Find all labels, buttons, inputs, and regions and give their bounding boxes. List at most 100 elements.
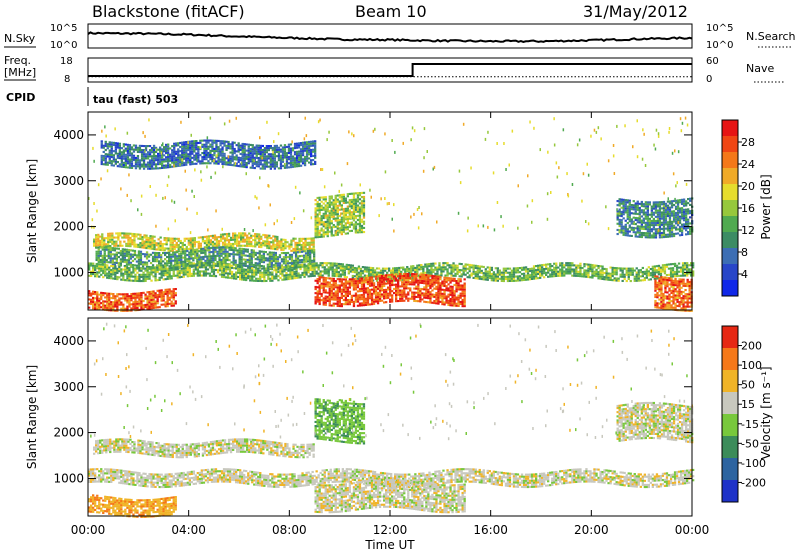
scatter-cell (687, 306, 689, 308)
scatter-cell (405, 273, 407, 275)
scatter-cell (379, 285, 381, 287)
scatter-cell (363, 290, 365, 292)
scatter-cell (136, 280, 138, 282)
scatter-cell (455, 297, 457, 299)
scatter-cell (672, 300, 674, 302)
scatter-cell (309, 250, 311, 252)
scatter-cell (323, 236, 325, 238)
scatter-cell (509, 276, 511, 278)
scatter-cell (114, 278, 116, 280)
scatter-cell (349, 230, 351, 232)
scatter-cell (441, 303, 443, 305)
scatter-cell (441, 297, 443, 299)
scatter-cell (437, 276, 439, 278)
scatter-cell (549, 267, 551, 269)
scatter-cell (118, 268, 120, 270)
scatter-cell (98, 263, 100, 265)
scatter-cell (672, 269, 674, 271)
scatter-cell (171, 294, 173, 296)
scatter-cell (126, 299, 128, 301)
scatter-cell (358, 272, 360, 274)
scatter-cell (449, 300, 451, 302)
scatter-cell (397, 275, 399, 277)
scatter-cell (122, 273, 124, 275)
scatter-cell (96, 300, 98, 302)
scatter-cell (321, 228, 323, 230)
scatter-cell (122, 250, 124, 252)
scatter-cell (120, 272, 122, 274)
scatter-cell (415, 296, 417, 298)
scatter-cell (275, 258, 277, 260)
scatter-cell (405, 296, 407, 298)
scatter-cell (539, 264, 541, 266)
scatter-cell (481, 278, 483, 280)
scatter-cell (112, 271, 114, 273)
scatter-cell (383, 285, 385, 287)
scatter-cell (296, 242, 298, 244)
scatter-cell (355, 293, 357, 295)
scatter-cell (396, 269, 398, 271)
scatter-cell (152, 269, 154, 271)
scatter-cell (257, 258, 259, 260)
scatter-cell (339, 289, 341, 291)
scatter-cell (656, 292, 658, 294)
scatter-cell (231, 267, 233, 269)
scatter-cell (324, 270, 326, 272)
scatter-cell (401, 298, 403, 300)
scatter-cell (215, 263, 217, 265)
scatter-cell (509, 280, 511, 282)
scatter-cell (319, 209, 321, 211)
scatter-cell (616, 269, 618, 271)
scatter-cell (429, 295, 431, 297)
scatter-cell (297, 272, 299, 274)
scatter-cell (688, 268, 690, 270)
scatter-cell (116, 278, 118, 280)
scatter-cell (281, 266, 283, 268)
scatter-cell (433, 277, 435, 279)
scatter-cell (247, 273, 249, 275)
scatter-cell (116, 260, 118, 262)
scatter-cell (313, 257, 315, 259)
scatter-cell (193, 269, 195, 271)
scatter-cell (333, 303, 335, 305)
scatter-cell (393, 276, 395, 278)
scatter-cell (209, 275, 211, 277)
scatter-cell (515, 276, 517, 278)
scatter-cell (113, 237, 115, 239)
scatter-cell (236, 245, 238, 247)
scatter-cell (118, 299, 120, 301)
scatter-cell (361, 200, 363, 202)
scatter-cell (258, 233, 260, 235)
scatter-cell (328, 266, 330, 268)
scatter-cell (605, 270, 607, 272)
scatter-cell (404, 270, 406, 272)
scatter-cell (96, 302, 98, 304)
scatter-cell (418, 264, 420, 266)
scatter-cell (251, 280, 253, 282)
scatter-cell (610, 273, 612, 275)
scatter-cell (423, 278, 425, 280)
scatter-cell (119, 232, 121, 234)
scatter-cell (684, 308, 686, 310)
scatter-cell (312, 269, 314, 271)
scatter-cell (271, 278, 273, 280)
scatter-cell (285, 260, 287, 262)
scatter-cell (333, 282, 335, 284)
scatter-cell (158, 262, 160, 264)
scatter-cell (285, 252, 287, 254)
scatter-cell (130, 295, 132, 297)
scatter-cell (165, 266, 167, 268)
scatter-cell (173, 296, 175, 298)
scatter-cell (375, 290, 377, 292)
scatter-cell (102, 259, 104, 261)
scatter-cell (355, 286, 357, 288)
scatter-cell (381, 279, 383, 281)
scatter-cell (527, 268, 529, 270)
scatter-cell (367, 291, 369, 293)
scatter-cell (259, 263, 261, 265)
scatter-cell (116, 254, 118, 256)
scatter-cell (365, 300, 367, 302)
scatter-cell (258, 242, 260, 244)
scatter-cell (331, 230, 333, 232)
scatter-cell (654, 281, 656, 283)
